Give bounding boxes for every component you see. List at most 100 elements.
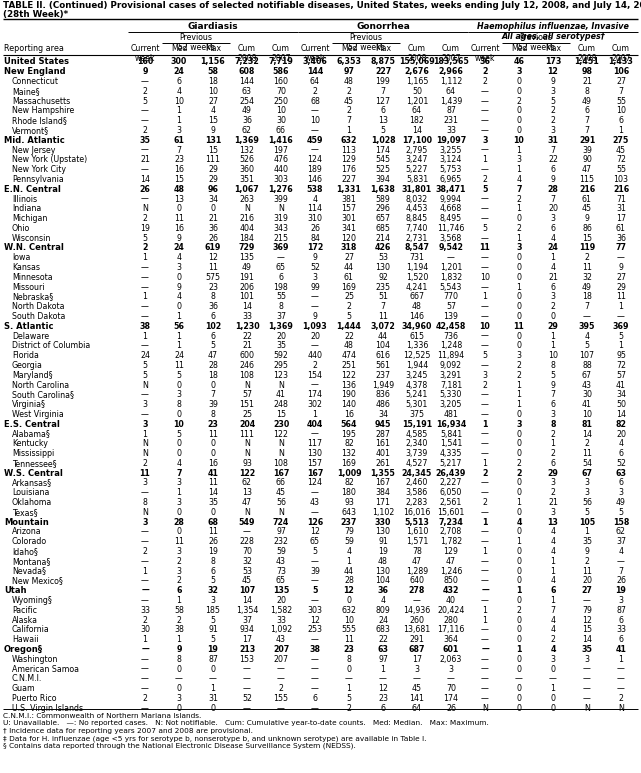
Text: 1,331: 1,331	[337, 185, 362, 194]
Text: 3: 3	[142, 400, 147, 409]
Text: 12: 12	[310, 615, 320, 625]
Text: 9: 9	[551, 380, 556, 390]
Text: 2: 2	[142, 87, 147, 96]
Text: 78: 78	[412, 547, 422, 556]
Text: 0: 0	[517, 302, 522, 312]
Text: 12,525: 12,525	[403, 351, 431, 360]
Text: 57: 57	[446, 302, 456, 312]
Text: N: N	[244, 380, 250, 390]
Text: 23: 23	[378, 694, 388, 703]
Text: 36: 36	[242, 116, 252, 125]
Text: —: —	[481, 478, 489, 488]
Text: —: —	[481, 508, 489, 517]
Text: 4,378: 4,378	[406, 380, 428, 390]
Text: 592: 592	[274, 351, 288, 360]
Text: 132: 132	[240, 145, 254, 155]
Text: 82: 82	[344, 478, 354, 488]
Text: N: N	[244, 204, 250, 213]
Text: 404: 404	[307, 420, 323, 429]
Text: 3: 3	[176, 126, 181, 135]
Text: 3: 3	[176, 567, 181, 576]
Text: 945: 945	[375, 420, 391, 429]
Text: 123: 123	[274, 371, 288, 380]
Text: 11: 11	[174, 537, 184, 547]
Text: Med: Med	[171, 44, 187, 53]
Text: 7: 7	[551, 606, 556, 615]
Text: 155: 155	[274, 694, 288, 703]
Text: 564: 564	[341, 420, 357, 429]
Text: 46: 46	[513, 57, 524, 66]
Text: 1: 1	[517, 233, 522, 243]
Text: C.N.M.I.: Commonwealth of Northern Mariana Islands.: C.N.M.I.: Commonwealth of Northern Maria…	[3, 713, 201, 719]
Text: 7: 7	[347, 116, 351, 125]
Text: 12: 12	[208, 254, 218, 262]
Text: 11: 11	[174, 214, 184, 223]
Text: 49: 49	[616, 498, 626, 507]
Text: § Contains data reported through the National Electronic Disease Surveillance Sy: § Contains data reported through the Nat…	[3, 743, 356, 749]
Text: —: —	[141, 145, 149, 155]
Text: 11: 11	[208, 430, 218, 438]
Text: N: N	[142, 439, 148, 448]
Text: 56: 56	[174, 322, 185, 331]
Text: 0: 0	[517, 665, 522, 673]
Text: —: —	[481, 126, 489, 135]
Text: 146: 146	[410, 312, 424, 321]
Text: 216: 216	[240, 214, 254, 223]
Text: 2: 2	[483, 77, 488, 86]
Text: 91: 91	[378, 537, 388, 547]
Text: 180: 180	[342, 489, 356, 497]
Text: 30: 30	[276, 116, 286, 125]
Text: 0: 0	[176, 684, 181, 693]
Text: 158: 158	[613, 518, 629, 526]
Text: 6: 6	[381, 703, 385, 713]
Text: (28th Week)*: (28th Week)*	[3, 10, 68, 19]
Text: 11: 11	[174, 361, 184, 370]
Text: 6: 6	[313, 694, 317, 703]
Text: 2,795: 2,795	[406, 145, 428, 155]
Text: —: —	[413, 674, 421, 683]
Text: 228: 228	[240, 537, 254, 547]
Text: 47: 47	[582, 165, 592, 174]
Text: 1: 1	[551, 342, 556, 350]
Text: 23: 23	[208, 283, 218, 291]
Text: —: —	[481, 489, 489, 497]
Text: 15: 15	[276, 410, 286, 419]
Text: 14: 14	[242, 302, 252, 312]
Text: 9: 9	[210, 126, 215, 135]
Text: 26: 26	[616, 577, 626, 585]
Text: 7,181: 7,181	[440, 380, 462, 390]
Text: 11: 11	[208, 527, 218, 536]
Text: 2: 2	[551, 635, 556, 644]
Text: 2,561: 2,561	[440, 498, 462, 507]
Text: 29: 29	[547, 468, 558, 478]
Text: 154: 154	[308, 371, 322, 380]
Text: 7: 7	[176, 145, 181, 155]
Text: 1: 1	[517, 145, 522, 155]
Text: 3,124: 3,124	[440, 155, 462, 165]
Text: 13: 13	[174, 195, 184, 203]
Text: 2: 2	[585, 254, 590, 262]
Text: 19: 19	[615, 586, 626, 595]
Text: 58: 58	[208, 67, 219, 77]
Text: 49: 49	[582, 97, 592, 106]
Text: 41: 41	[616, 380, 626, 390]
Text: 10: 10	[344, 615, 354, 625]
Text: 7,234: 7,234	[438, 518, 463, 526]
Text: —: —	[617, 684, 625, 693]
Text: E.S. Central: E.S. Central	[4, 420, 60, 429]
Text: Alaska: Alaska	[12, 615, 38, 625]
Text: 5: 5	[585, 508, 590, 517]
Text: New Jersey: New Jersey	[12, 145, 55, 155]
Text: 18: 18	[208, 77, 218, 86]
Text: Giardiasis: Giardiasis	[188, 22, 238, 31]
Text: 5: 5	[619, 332, 624, 341]
Text: 21: 21	[242, 342, 252, 350]
Text: 3: 3	[142, 420, 147, 429]
Text: 7: 7	[619, 567, 624, 576]
Text: 1,289: 1,289	[406, 567, 428, 576]
Text: 263: 263	[240, 195, 254, 203]
Text: 87: 87	[616, 606, 626, 615]
Text: 561: 561	[376, 361, 390, 370]
Text: 8,845: 8,845	[406, 214, 428, 223]
Text: 93: 93	[344, 498, 354, 507]
